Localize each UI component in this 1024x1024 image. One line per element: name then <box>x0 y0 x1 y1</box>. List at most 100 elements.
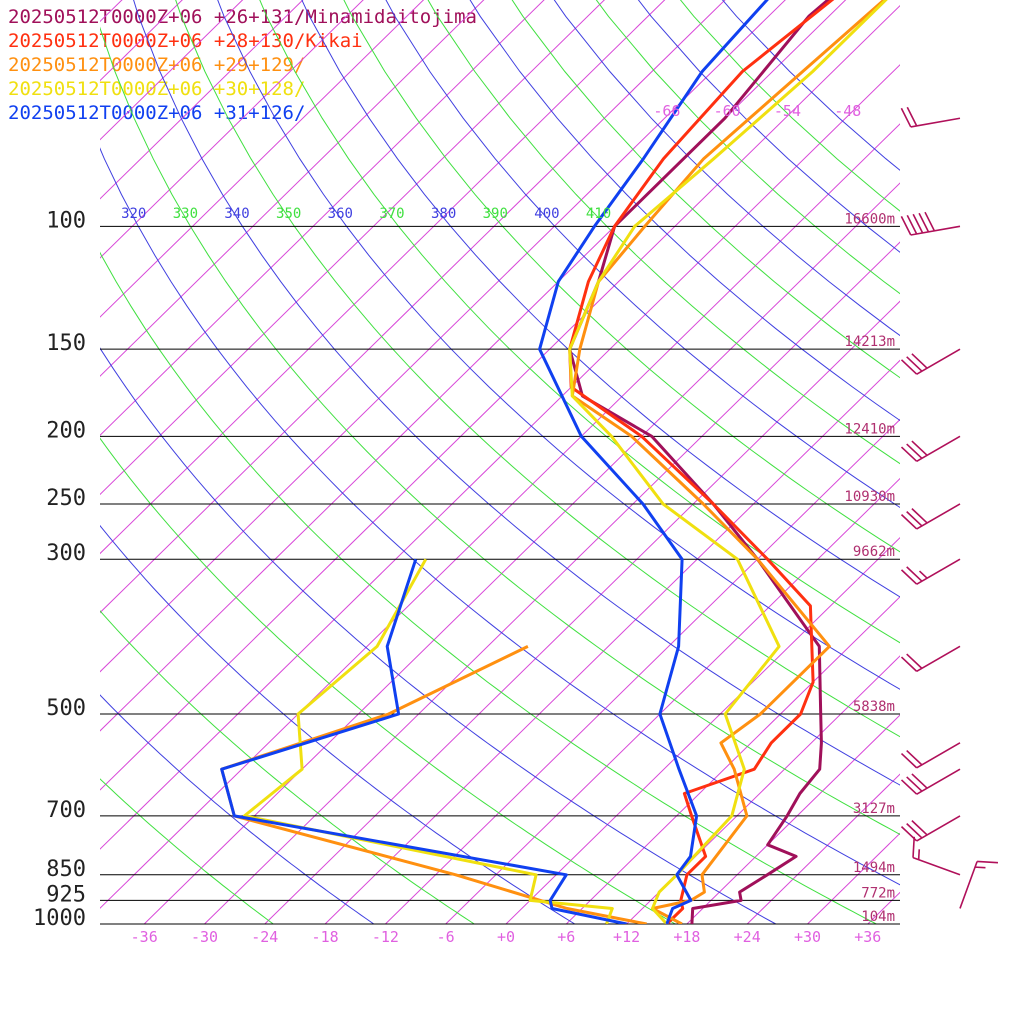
barb-feather <box>906 823 923 839</box>
theta-label: 380 <box>431 206 456 222</box>
isotherm-line <box>100 0 545 436</box>
isotherm-line <box>100 0 847 732</box>
height-label: 3127m <box>853 801 895 817</box>
isotherm-line <box>100 0 123 23</box>
dry-adiabat-line <box>385 0 900 509</box>
pressure-label: 500 <box>46 696 86 721</box>
isotherm-line <box>928 0 1024 924</box>
pressure-label: 1000 <box>33 906 86 931</box>
wind-barb <box>900 815 961 842</box>
pressure-label: 925 <box>46 882 86 907</box>
isotherm-line <box>505 537 900 924</box>
dry-adiabat-line <box>343 0 900 553</box>
barb-staff <box>916 435 961 463</box>
dry-adiabat-line <box>100 778 274 924</box>
theta-label: 370 <box>379 206 404 222</box>
wind-barbs <box>900 106 998 909</box>
height-label: 16600m <box>844 211 895 227</box>
temperature-tick-label: +36 <box>854 928 881 946</box>
barb-feather <box>900 656 918 672</box>
isotherm-line <box>143 182 900 924</box>
barb-feather <box>911 508 928 524</box>
isotherm-line <box>100 0 605 496</box>
dry-adiabat-line <box>100 26 900 835</box>
axis-labels: 100 16600m 150 14213m 200 12410m 250 10930m 300 9… <box>33 102 895 946</box>
barb-feather <box>900 514 918 530</box>
height-label: 5838m <box>853 699 895 715</box>
barb-feather <box>906 776 923 792</box>
isotherm-line <box>0 0 268 924</box>
barb-staff <box>916 645 961 673</box>
dry-adiabat-line <box>100 147 900 886</box>
isotherm-line <box>445 477 900 924</box>
temperature-tick-label: -18 <box>312 928 339 946</box>
barb-staff <box>916 558 961 585</box>
isobars <box>100 225 900 925</box>
temperature-tick-label: +12 <box>613 928 640 946</box>
barb-staff <box>916 742 961 769</box>
wind-barb <box>900 503 961 530</box>
barb-feather <box>900 107 912 128</box>
upper-temperature-label: -48 <box>834 102 861 120</box>
wind-barb <box>900 435 961 463</box>
isotherm-line <box>626 655 900 924</box>
isotherm-line <box>264 300 900 924</box>
pressure-label: 700 <box>46 798 86 823</box>
theta-label: 350 <box>276 206 301 222</box>
theta-label: 400 <box>534 206 559 222</box>
pressure-label: 300 <box>46 541 86 566</box>
isotherm-line <box>100 4 900 791</box>
temperature-tick-label: +24 <box>734 928 761 946</box>
barb-feather <box>906 443 923 459</box>
barb-feather <box>912 213 924 234</box>
dry-adiabat-line <box>217 0 900 690</box>
barb-feather <box>906 511 923 527</box>
wind-barb <box>912 836 961 876</box>
legend-entry-30-128: 20250512T0000Z+06 +30+128/ <box>8 78 306 100</box>
wind-barb <box>900 211 961 236</box>
barb-feather <box>906 653 923 669</box>
barb-staff <box>910 225 961 236</box>
barb-feather <box>900 446 918 462</box>
height-label: 10930m <box>844 489 895 505</box>
dry-adiabat-line <box>100 610 475 924</box>
barb-feather <box>900 779 918 795</box>
barb-feather <box>977 860 998 864</box>
theta-label: 330 <box>173 206 198 222</box>
dry-adiabat-line <box>427 0 900 465</box>
isotherm-line <box>100 0 304 200</box>
isotherm-line <box>100 0 786 673</box>
isotherm-line <box>867 891 900 924</box>
barb-staff <box>916 348 961 375</box>
height-label: 772m <box>861 885 895 901</box>
theta-label: 390 <box>483 206 508 222</box>
temperature-tick-label: +30 <box>794 928 821 946</box>
barb-feather <box>911 773 928 789</box>
barb-feather <box>906 214 918 235</box>
pressure-label: 200 <box>46 418 86 443</box>
wind-barb <box>900 106 961 128</box>
isotherm-line <box>100 0 364 259</box>
isotherm-line <box>204 241 900 924</box>
upper-temperature-label: -60 <box>714 102 741 120</box>
upper-temperature-label: -54 <box>774 102 801 120</box>
legend-entry-kikai: 20250512T0000Z+06 +28+130/Kikai <box>8 30 363 52</box>
dry-adiabat-line <box>133 0 900 786</box>
series-temperature-line-4 <box>538 0 769 924</box>
dry-adiabat-line <box>469 0 900 422</box>
isotherm-line <box>100 123 900 909</box>
barb-staff <box>916 503 961 530</box>
barb-feather <box>906 356 923 372</box>
barb-staff <box>912 856 961 876</box>
dry-adiabat-line <box>100 524 576 924</box>
temperature-tick-label: +6 <box>557 928 575 946</box>
temperature-tick-label: +18 <box>673 928 700 946</box>
series-temperature-line-2 <box>570 0 887 924</box>
series-dewpoint-line-3 <box>242 558 614 924</box>
pressure-label: 100 <box>46 208 86 233</box>
barb-staff <box>910 117 961 128</box>
wind-barb <box>900 558 961 585</box>
wind-barb <box>959 860 998 909</box>
pressure-label: 850 <box>46 857 86 882</box>
dry-adiabat-line <box>100 694 375 924</box>
